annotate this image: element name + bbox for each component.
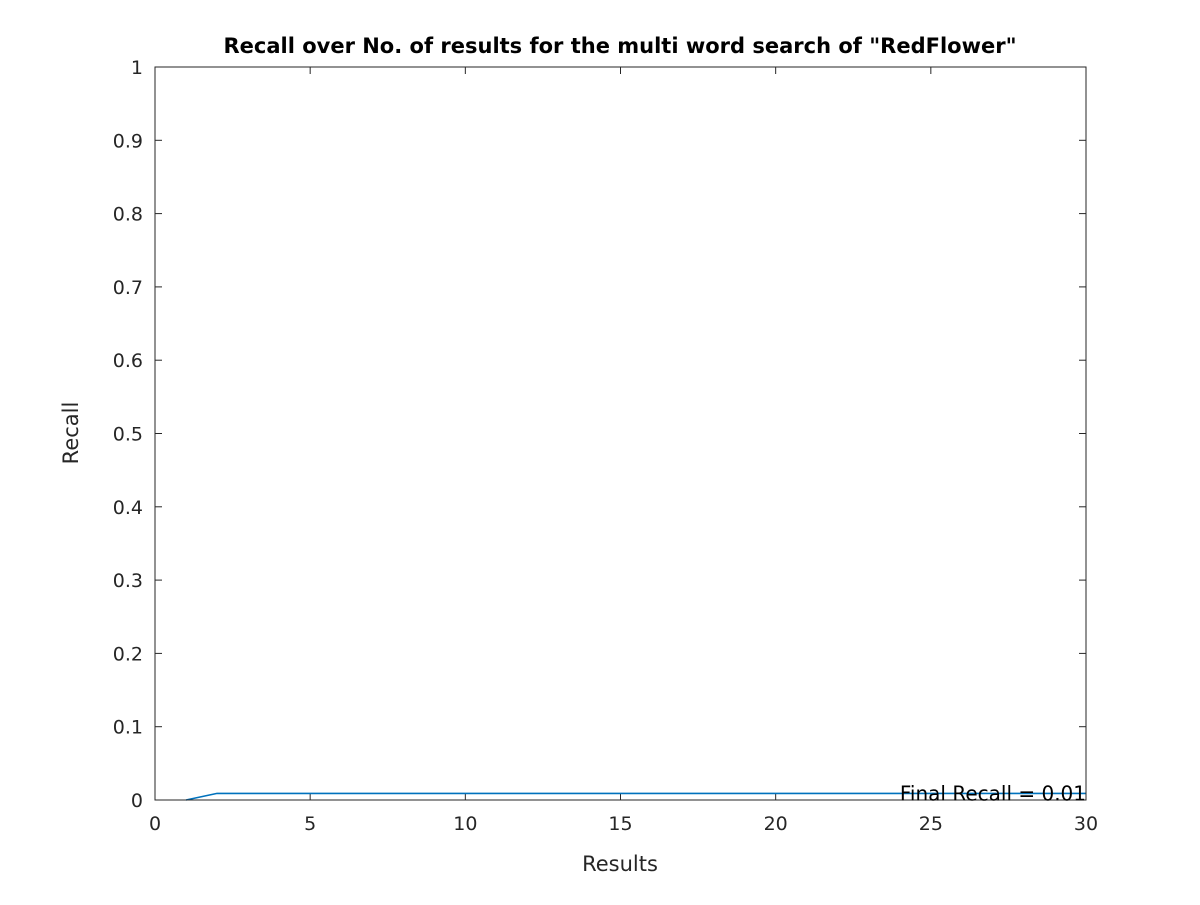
- plot-frame: [154, 66, 1087, 801]
- x-tick-label: 30: [1074, 813, 1098, 835]
- y-tick-label: 0.5: [113, 424, 143, 446]
- y-tick-label: 0.2: [113, 643, 143, 665]
- labels-layer: 0 5 10 15 20 25 30 0 0.1 0.2 0.3 0.4 0.5 0.6 0.7 0.8 0.9…: [113, 57, 1098, 835]
- y-tick-label: 0.1: [113, 717, 143, 739]
- y-tick-label: 0.6: [113, 350, 143, 372]
- x-tick-label: 5: [304, 813, 316, 835]
- y-tick-label: 0.8: [113, 204, 143, 226]
- x-tick-label: 10: [453, 813, 477, 835]
- series-line: [185, 792, 1086, 801]
- x-tick-label: 20: [764, 813, 788, 835]
- x-axis-label: Results: [582, 852, 658, 876]
- y-axis-label: Recall: [59, 402, 83, 465]
- y-tick-label: 1: [131, 57, 143, 79]
- y-tick-label: 0: [131, 790, 143, 812]
- final-recall-annotation: Final Recall = 0.01: [900, 781, 1086, 805]
- y-tick-label: 0.3: [113, 570, 143, 592]
- x-tick-label: 15: [608, 813, 632, 835]
- y-tick-label: 0.7: [113, 277, 143, 299]
- y-tick-label: 0.9: [113, 130, 143, 152]
- series-layer: [185, 792, 1086, 801]
- x-tick-label: 0: [149, 813, 161, 835]
- plot-area: [155, 67, 1086, 800]
- chart-title: Recall over No. of results for the multi…: [223, 34, 1016, 58]
- y-tick-label: 0.4: [113, 497, 143, 519]
- x-tick-label: 25: [919, 813, 943, 835]
